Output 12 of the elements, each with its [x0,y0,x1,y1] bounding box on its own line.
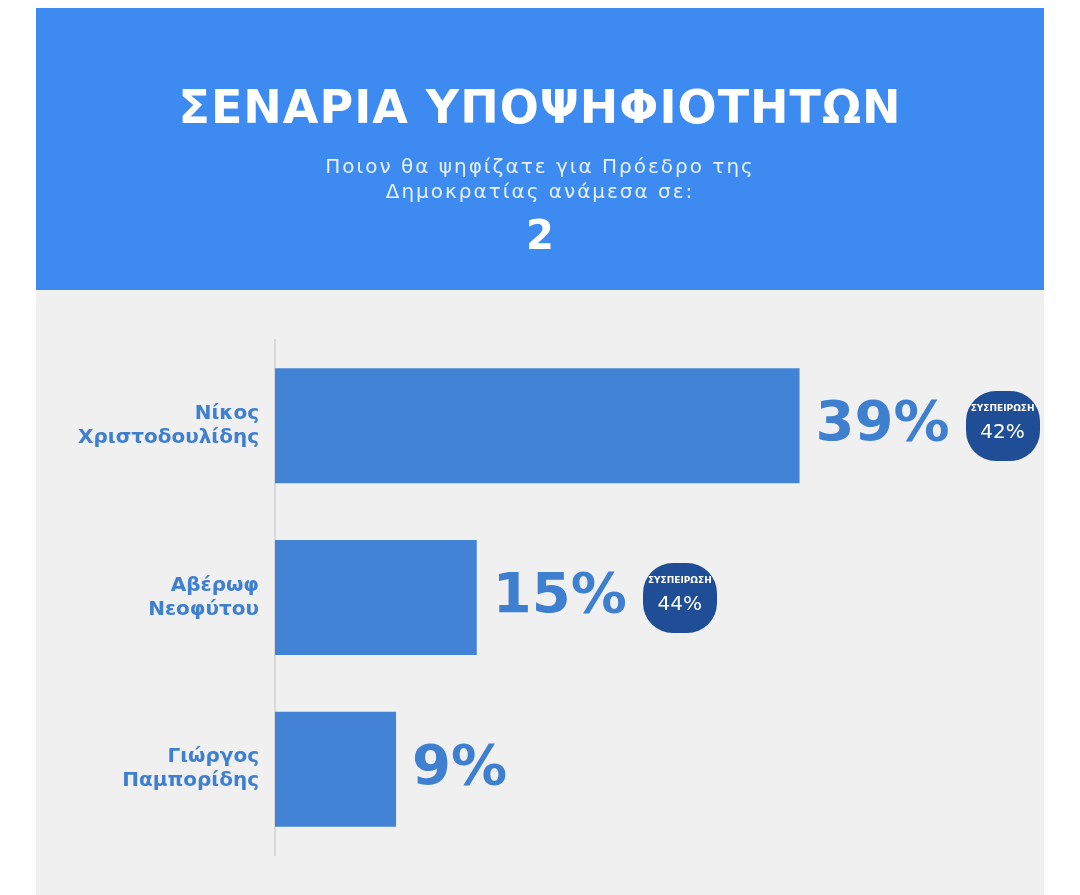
y-tick-label: Αβέρωφ Νεοφύτου [148,571,259,620]
chart-title: ΣΕΝΑΡΙΑ ΥΠΟΨΗΦΙΟΤΗΤΩΝ [177,80,903,134]
data-label: 39% [815,388,950,454]
data-label: 9% [412,731,508,797]
text: 2 [525,212,555,258]
y-tick-label: Νίκος Χριστοδουλίδης [78,400,259,449]
chart-subtitle: Ποιον θα ψηφίζατε για Πρόεδρο της Δημοκρατίας ανάμεσα σε: [324,154,756,204]
y-tick-label: Γιώργος Παμπορίδης [122,743,259,792]
annotation: ΣΥΣΠΕΙΡΩΣΗ 44% [646,574,713,615]
badge: ΣΥΣΠΕΙΡΩΣΗ 42% [965,390,1040,461]
data-label: 15% [492,560,627,626]
badge: ΣΥΣΠΕΙΡΩΣΗ 44% [642,562,717,633]
